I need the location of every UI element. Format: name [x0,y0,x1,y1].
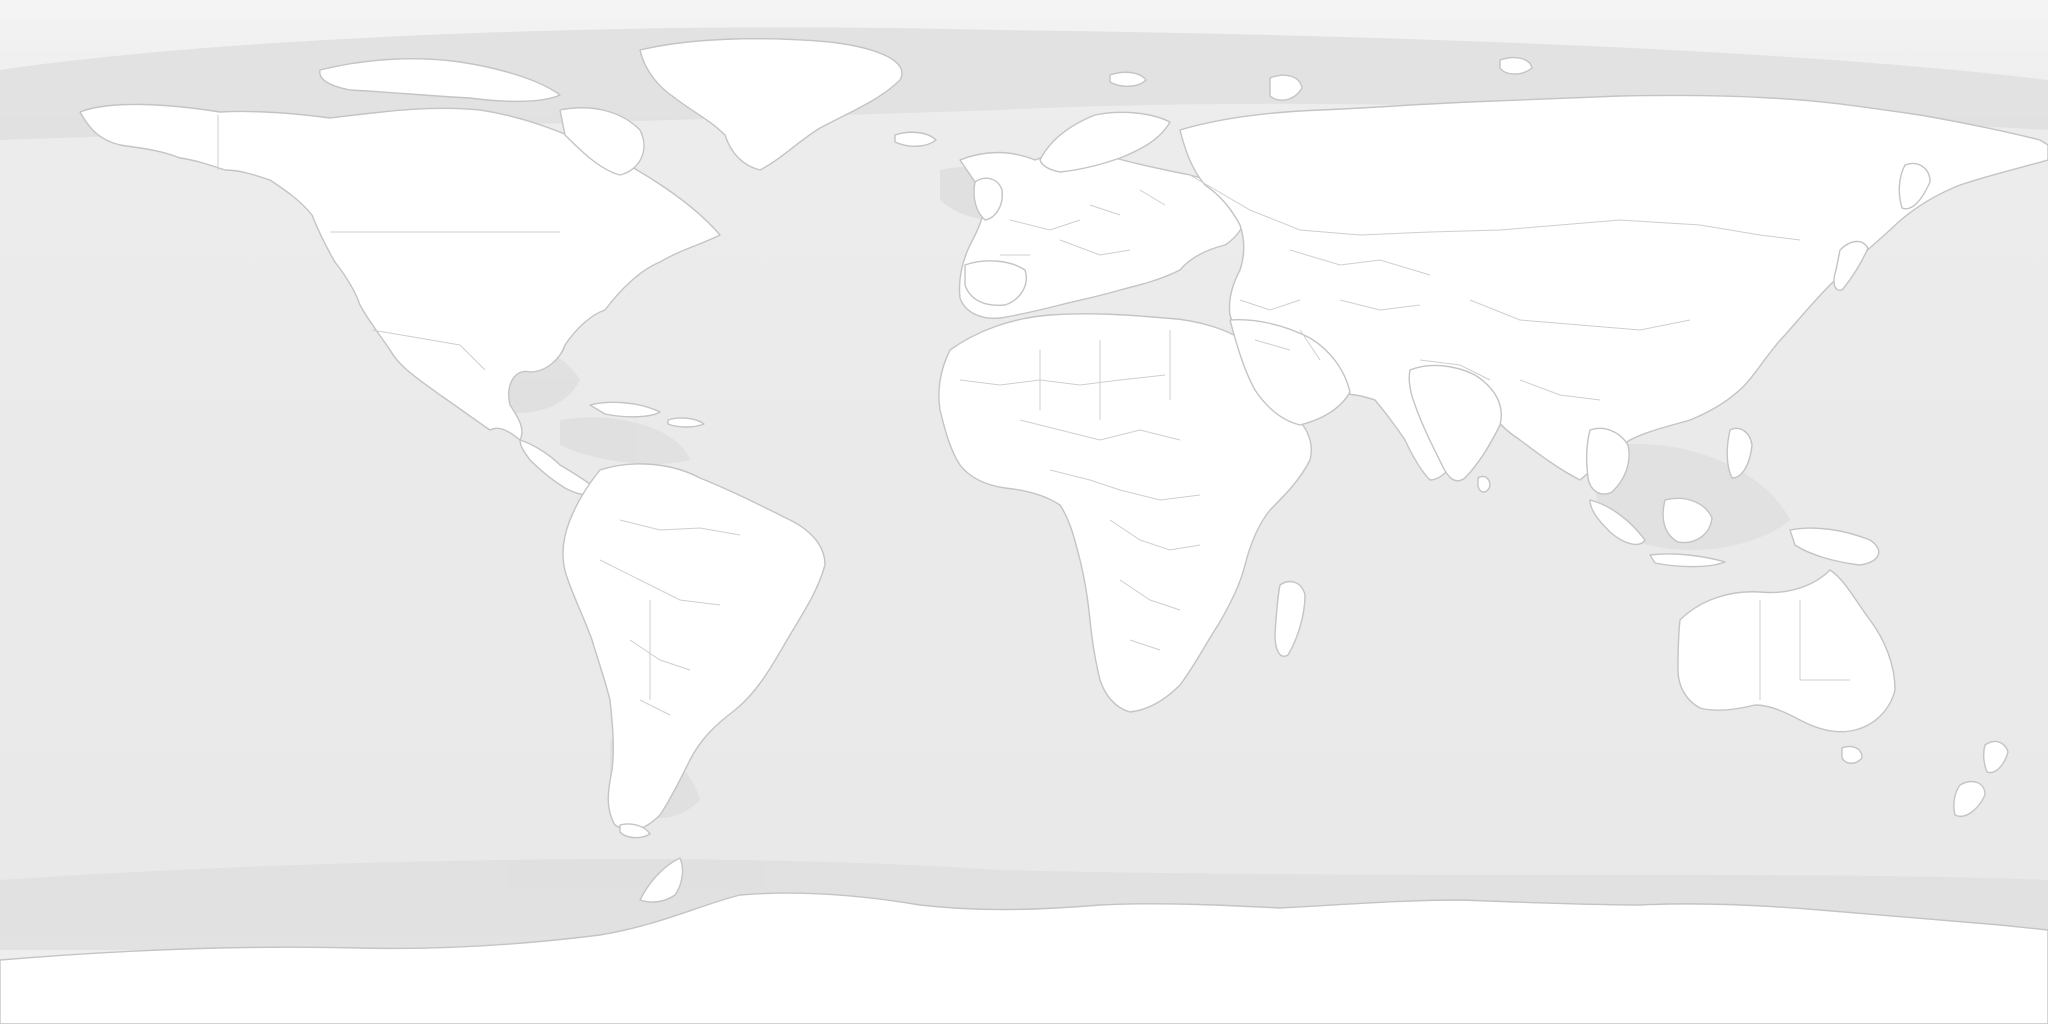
novaya-zemlya[interactable] [1269,74,1303,101]
arabian-peninsula[interactable] [1229,318,1351,426]
hispaniola[interactable] [667,417,705,428]
new-zealand-north[interactable] [1982,740,2009,774]
greenland[interactable] [639,38,903,171]
british-isles[interactable] [973,177,1003,221]
central-asia-borders [1289,249,1431,311]
europe-borders [1000,189,1166,256]
madagascar[interactable] [1274,580,1306,657]
japan[interactable] [1833,240,1869,291]
svalbard[interactable] [1109,71,1147,87]
borders-layer [217,115,1850,716]
new-guinea[interactable] [1789,527,1880,566]
africa-borders [959,330,1201,651]
australia[interactable] [1677,569,1896,733]
iceland[interactable] [894,131,937,147]
india-borders [1419,359,1491,381]
indian-subcontinent[interactable] [1408,364,1502,482]
antarctic-peninsula[interactable] [639,857,684,903]
south-america[interactable] [562,463,826,831]
baffin-island[interactable] [559,107,645,176]
indochina[interactable] [1585,427,1630,495]
south-america-borders [599,519,741,716]
iberia[interactable] [964,260,1027,307]
cuba[interactable] [589,401,661,418]
tasmania[interactable] [1841,745,1863,764]
borneo[interactable] [1662,497,1713,544]
africa[interactable] [938,313,1312,713]
kamchatka[interactable] [1898,162,1931,210]
sumatra[interactable] [1589,499,1646,546]
caribbean-shelf [560,417,690,465]
sri-lanka[interactable] [1477,475,1491,493]
middle-east-borders [1239,299,1321,361]
china-borders [1469,299,1691,401]
southeast-asia-shelf [1590,443,1790,550]
scandinavia[interactable] [1039,111,1171,173]
arctic-shelf [0,27,2048,141]
tierra-del-fuego[interactable] [619,823,651,839]
north-america[interactable] [79,103,721,441]
land-layer [0,38,2048,1024]
antarctica[interactable] [0,892,2048,1024]
russia-border [1189,174,1801,241]
canadian-arctic-archipelago[interactable] [319,58,561,103]
severnaya-zemlya[interactable] [1499,56,1533,75]
philippines[interactable] [1726,427,1753,479]
java[interactable] [1649,553,1726,568]
australia-borders [1759,600,1850,700]
us-mexico-border [371,329,486,371]
new-zealand-south[interactable] [1953,780,1986,817]
